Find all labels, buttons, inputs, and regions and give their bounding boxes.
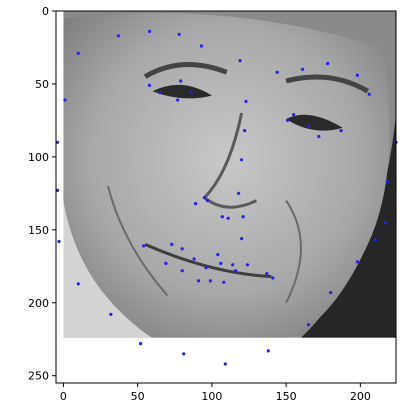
landmark-point-11 — [147, 29, 152, 33]
landmark-point-18 — [180, 247, 184, 251]
landmark-point-39 — [238, 59, 242, 63]
landmark-point-21 — [189, 91, 193, 95]
face-photo — [63, 11, 396, 338]
landmark-point-61 — [367, 92, 371, 96]
x-tick-label-1: 50 — [131, 390, 145, 403]
landmark-point-1 — [55, 188, 60, 192]
landmark-points — [55, 29, 398, 366]
landmark-point-22 — [192, 257, 196, 261]
landmark-point-42 — [241, 215, 245, 219]
y-tick-label-1: 50 — [35, 78, 49, 91]
photo-left-brow — [143, 62, 228, 79]
x-tick-label-0: 0 — [60, 390, 67, 403]
landmark-point-37 — [234, 269, 238, 273]
landmark-point-13 — [164, 261, 168, 265]
landmark-point-20 — [182, 352, 186, 356]
landmark-point-16 — [176, 98, 180, 102]
photo-crease-right — [285, 200, 302, 304]
landmark-point-25 — [199, 44, 204, 48]
landmark-point-38 — [237, 191, 241, 195]
landmark-point-62 — [373, 238, 377, 242]
landmark-point-6 — [109, 312, 113, 316]
landmark-point-54 — [306, 323, 310, 327]
landmark-point-64 — [385, 180, 389, 184]
landmark-point-9 — [142, 244, 146, 248]
landmark-point-34 — [223, 362, 227, 366]
landmark-point-59 — [355, 73, 359, 77]
landmark-point-43 — [243, 129, 247, 133]
landmark-point-4 — [76, 51, 80, 55]
landmark-point-33 — [222, 280, 226, 284]
landmark-point-8 — [139, 342, 143, 346]
landmark-point-5 — [76, 282, 80, 286]
landmark-point-19 — [180, 269, 184, 273]
photo-left-eye — [152, 84, 212, 99]
landmark-point-41 — [240, 237, 244, 241]
landmark-point-51 — [292, 113, 296, 117]
landmark-point-47 — [266, 349, 270, 353]
landmark-point-17 — [179, 79, 183, 83]
landmark-point-40 — [240, 158, 244, 162]
plot-frame — [55, 10, 397, 384]
landmark-point-15 — [177, 32, 181, 36]
y-tick-label-3: 150 — [28, 224, 49, 237]
photo-face — [63, 12, 390, 338]
landmark-point-50 — [286, 118, 290, 122]
photo-collar — [63, 186, 153, 338]
landmark-point-63 — [384, 220, 388, 225]
y-tick-label-4: 200 — [28, 297, 49, 310]
landmark-point-27 — [204, 266, 208, 270]
landmark-point-23 — [194, 202, 198, 206]
landmark-point-46 — [265, 272, 269, 276]
photo-dark-region — [301, 113, 396, 338]
landmark-point-58 — [339, 129, 343, 133]
landmark-point-31 — [219, 261, 223, 265]
y-tick-label-5: 250 — [28, 370, 49, 383]
x-tick-label-2: 100 — [201, 390, 222, 403]
y-axis: 0 50 100 150 200 250 — [28, 5, 56, 383]
photo-mouth — [144, 243, 272, 278]
landmark-point-30 — [216, 253, 220, 257]
landmark-point-26 — [202, 196, 207, 200]
landmark-point-56 — [326, 61, 330, 66]
landmark-point-53 — [306, 124, 310, 128]
photo-crease-left — [107, 185, 169, 297]
landmark-point-55 — [317, 134, 321, 139]
landmark-point-29 — [208, 279, 212, 283]
y-tick-label-0: 0 — [42, 5, 49, 18]
landmark-point-24 — [196, 279, 201, 283]
photo-right-brow — [285, 74, 370, 94]
landmark-point-36 — [231, 263, 235, 267]
landmark-point-12 — [158, 91, 162, 95]
landmark-point-49 — [275, 70, 279, 74]
landmark-point-2 — [57, 239, 61, 244]
landmark-point-7 — [116, 34, 120, 38]
landmark-point-48 — [271, 276, 275, 280]
y-tick-label-2: 100 — [28, 151, 49, 164]
photo-right-eye — [286, 114, 343, 131]
landmark-point-35 — [226, 216, 230, 220]
landmark-point-3 — [63, 98, 67, 102]
landmark-point-45 — [245, 263, 250, 267]
x-tick-label-3: 150 — [276, 390, 297, 403]
landmark-point-60 — [355, 260, 359, 264]
landmark-point-44 — [244, 99, 248, 103]
landmark-point-57 — [329, 291, 333, 295]
landmark-point-0 — [55, 140, 60, 144]
x-axis: 0 50 100 150 200 — [60, 383, 371, 403]
landmark-point-14 — [170, 242, 174, 246]
landmark-point-52 — [300, 67, 305, 71]
x-tick-label-4: 200 — [350, 390, 371, 403]
landmark-point-10 — [147, 83, 152, 87]
landmark-point-28 — [205, 199, 209, 203]
landmark-point-32 — [220, 215, 224, 219]
